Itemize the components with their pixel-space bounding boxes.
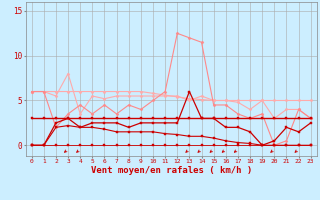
X-axis label: Vent moyen/en rafales ( km/h ): Vent moyen/en rafales ( km/h ) [91,166,252,175]
